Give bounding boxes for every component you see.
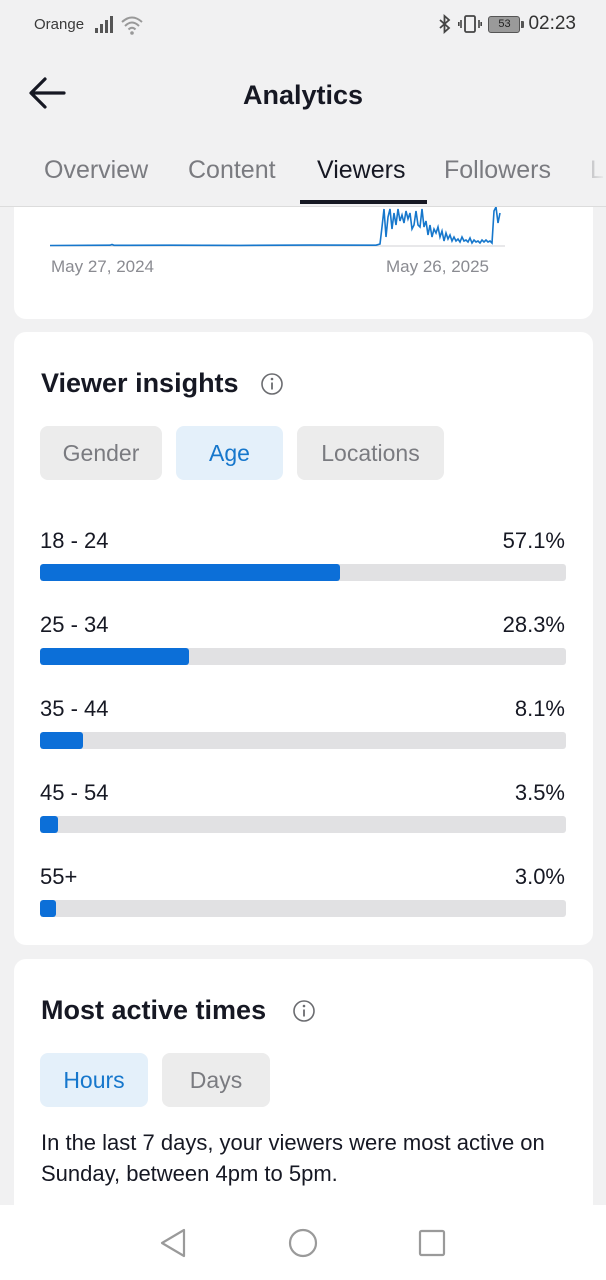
age-row-label: 45 - 54 — [40, 780, 109, 805]
age-bar-fill — [40, 900, 56, 917]
system-nav-bar — [0, 1205, 606, 1280]
signal-icon — [95, 16, 113, 33]
viewers-chart-card: May 27, 2024 May 26, 2025 — [14, 207, 593, 319]
back-arrow-icon[interactable] — [28, 76, 66, 110]
battery-level: 53 — [498, 17, 511, 30]
age-row-value: 3.0% — [514, 864, 565, 889]
viewer-insights-card: Viewer insights Gender Age Locations 18 … — [14, 332, 593, 945]
age-row-label: 55+ — [40, 864, 78, 889]
chip-hours[interactable]: Hours — [40, 1053, 148, 1107]
active-times-description: In the last 7 days, your viewers were mo… — [41, 1130, 545, 1186]
age-row-value: 28.3% — [502, 612, 565, 637]
wifi-icon — [121, 16, 143, 35]
nav-back-icon[interactable] — [158, 1227, 188, 1259]
bluetooth-icon — [439, 14, 451, 34]
chip-days[interactable]: Days — [162, 1053, 270, 1107]
age-bar-track — [40, 564, 566, 581]
chip-locations[interactable]: Locations — [297, 426, 444, 480]
chip-age[interactable]: Age — [176, 426, 283, 480]
age-row-label: 35 - 44 — [40, 696, 109, 721]
clock: 02:23 — [528, 13, 576, 34]
viewers-series-line — [50, 207, 501, 247]
tab-bar: Overview Content Viewers Followers L — [0, 142, 606, 207]
app-header: Analytics — [0, 52, 606, 142]
chip-gender[interactable]: Gender — [40, 426, 162, 480]
most-active-times-title: Most active times — [41, 995, 267, 1025]
content-scroll[interactable]: May 27, 2024 May 26, 2025 Viewer insight… — [0, 207, 606, 1205]
nav-recents-icon[interactable] — [417, 1227, 447, 1259]
viewer-insights-title: Viewer insights — [41, 368, 239, 398]
page-title: Analytics — [242, 80, 364, 110]
tab-content[interactable]: Content — [188, 156, 276, 184]
active-tab-indicator — [300, 200, 427, 204]
tab-fade — [566, 142, 606, 206]
tab-overview[interactable]: Overview — [44, 156, 149, 184]
age-row-value: 57.1% — [502, 528, 565, 553]
info-icon[interactable] — [260, 372, 284, 396]
age-row-value: 8.1% — [514, 696, 565, 721]
chart-end-date: May 26, 2025 — [386, 257, 490, 276]
most-active-times-card: Most active times Hours Days In the last… — [14, 959, 593, 1205]
age-bar-fill — [40, 564, 341, 581]
nav-home-icon[interactable] — [288, 1227, 318, 1259]
chart-start-date: May 27, 2024 — [51, 257, 155, 276]
status-bar: Orange 53 02:23 — [0, 0, 606, 52]
battery-icon: 53 — [488, 15, 525, 33]
age-bar-track — [40, 648, 566, 665]
age-bar-fill — [40, 816, 59, 833]
age-row-label: 25 - 34 — [40, 612, 109, 637]
tab-viewers[interactable]: Viewers — [317, 156, 406, 184]
tab-followers[interactable]: Followers — [444, 156, 551, 184]
carrier-label: Orange — [34, 16, 85, 33]
age-bar-track — [40, 900, 566, 917]
info-icon[interactable] — [292, 999, 316, 1023]
age-row-label: 18 - 24 — [40, 528, 109, 553]
age-bar-track — [40, 732, 566, 749]
vibrate-icon — [458, 15, 483, 33]
age-bar-track — [40, 816, 566, 833]
age-bar-fill — [40, 648, 189, 665]
age-row-value: 3.5% — [514, 780, 565, 805]
viewers-line-chart — [50, 207, 505, 247]
age-bar-fill — [40, 732, 83, 749]
